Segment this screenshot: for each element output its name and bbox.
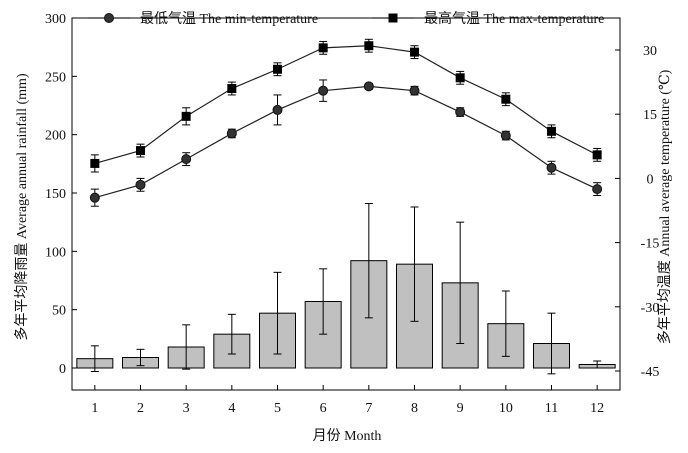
legend-circle-marker bbox=[104, 13, 114, 23]
temperature-series-line-1 bbox=[94, 85, 598, 199]
max-temperature-point bbox=[501, 94, 511, 104]
max-temperature-point bbox=[227, 84, 237, 94]
y-left-tick-label: 0 bbox=[59, 362, 66, 377]
x-tick-label: 6 bbox=[320, 401, 327, 416]
legend-label: 最低气温 The min-temperature bbox=[140, 11, 318, 27]
y-left-tick-label: 200 bbox=[45, 129, 66, 144]
y-axis-title-left: 多年平均降雨量 Average annual rainfall (mm) bbox=[13, 73, 30, 341]
rainfall-bars bbox=[76, 203, 616, 375]
y-right-tick-label: -30 bbox=[641, 301, 660, 316]
max-temperature-point bbox=[273, 64, 282, 74]
min-temperature-point bbox=[592, 184, 603, 195]
legend: 最低气温 The min-temperature 最高气温 The max-tem… bbox=[88, 10, 604, 27]
legend-label: 最高气温 The max-temperature bbox=[424, 10, 604, 27]
x-tick-label: 2 bbox=[137, 401, 144, 416]
x-tick-label: 3 bbox=[183, 401, 190, 416]
y-right-tick-label: 30 bbox=[643, 44, 657, 59]
y-right-tick-label: 15 bbox=[643, 108, 657, 123]
y-left-tick-label: 300 bbox=[45, 12, 66, 27]
x-tick-label: 4 bbox=[228, 401, 235, 416]
min-temperature-point bbox=[500, 130, 511, 141]
max-temperature-point bbox=[136, 146, 145, 156]
max-temperature-point bbox=[90, 158, 100, 168]
max-temperature-point bbox=[364, 41, 374, 51]
plot-border bbox=[71, 17, 621, 391]
min-temperature-point bbox=[181, 154, 192, 165]
x-tick-label: 8 bbox=[411, 401, 418, 416]
max-temperature-point bbox=[455, 73, 465, 83]
max-temperature-point bbox=[547, 126, 556, 136]
y-left-tick-label: 250 bbox=[45, 70, 66, 85]
min-temperature-point bbox=[455, 107, 466, 118]
x-tick-label: 10 bbox=[499, 401, 513, 416]
max-temperature-point bbox=[592, 150, 602, 160]
min-temperature-point bbox=[318, 85, 329, 96]
min-temperature-point bbox=[226, 128, 237, 139]
max-temperature-point bbox=[410, 47, 419, 57]
y-axis-title-right: 多年平均温度 Annual average temperature (℃) bbox=[656, 69, 673, 344]
y-right-tick-label: -15 bbox=[641, 237, 660, 252]
y-left-tick-label: 50 bbox=[52, 304, 66, 319]
legend-square-marker bbox=[388, 13, 398, 23]
x-tick-label: 9 bbox=[457, 401, 464, 416]
y-right-tick-label: -45 bbox=[641, 365, 660, 380]
min-temperature-point bbox=[363, 81, 374, 92]
x-tick-label: 5 bbox=[274, 401, 281, 416]
min-temperature-point bbox=[546, 162, 557, 173]
min-temperature-point bbox=[409, 85, 420, 96]
y-right-tick-label: 0 bbox=[647, 172, 654, 187]
y-left-tick-label: 150 bbox=[45, 187, 66, 202]
min-temperature-point bbox=[272, 104, 283, 115]
y-left-tick-label: 100 bbox=[45, 245, 66, 260]
temperature-series-line-2 bbox=[94, 45, 598, 164]
x-tick-label: 1 bbox=[91, 401, 98, 416]
x-tick-label: 11 bbox=[545, 401, 558, 416]
max-temperature-point bbox=[318, 43, 328, 53]
max-temperature-point bbox=[181, 111, 191, 121]
x-tick-label: 12 bbox=[590, 401, 604, 416]
plot-frame bbox=[71, 17, 621, 391]
min-temperature-point bbox=[89, 192, 100, 203]
min-temperature-point bbox=[135, 179, 146, 190]
temperature-lines bbox=[89, 38, 603, 207]
x-tick-label: 7 bbox=[365, 401, 372, 416]
x-axis-title: 月份 Month bbox=[313, 428, 382, 444]
